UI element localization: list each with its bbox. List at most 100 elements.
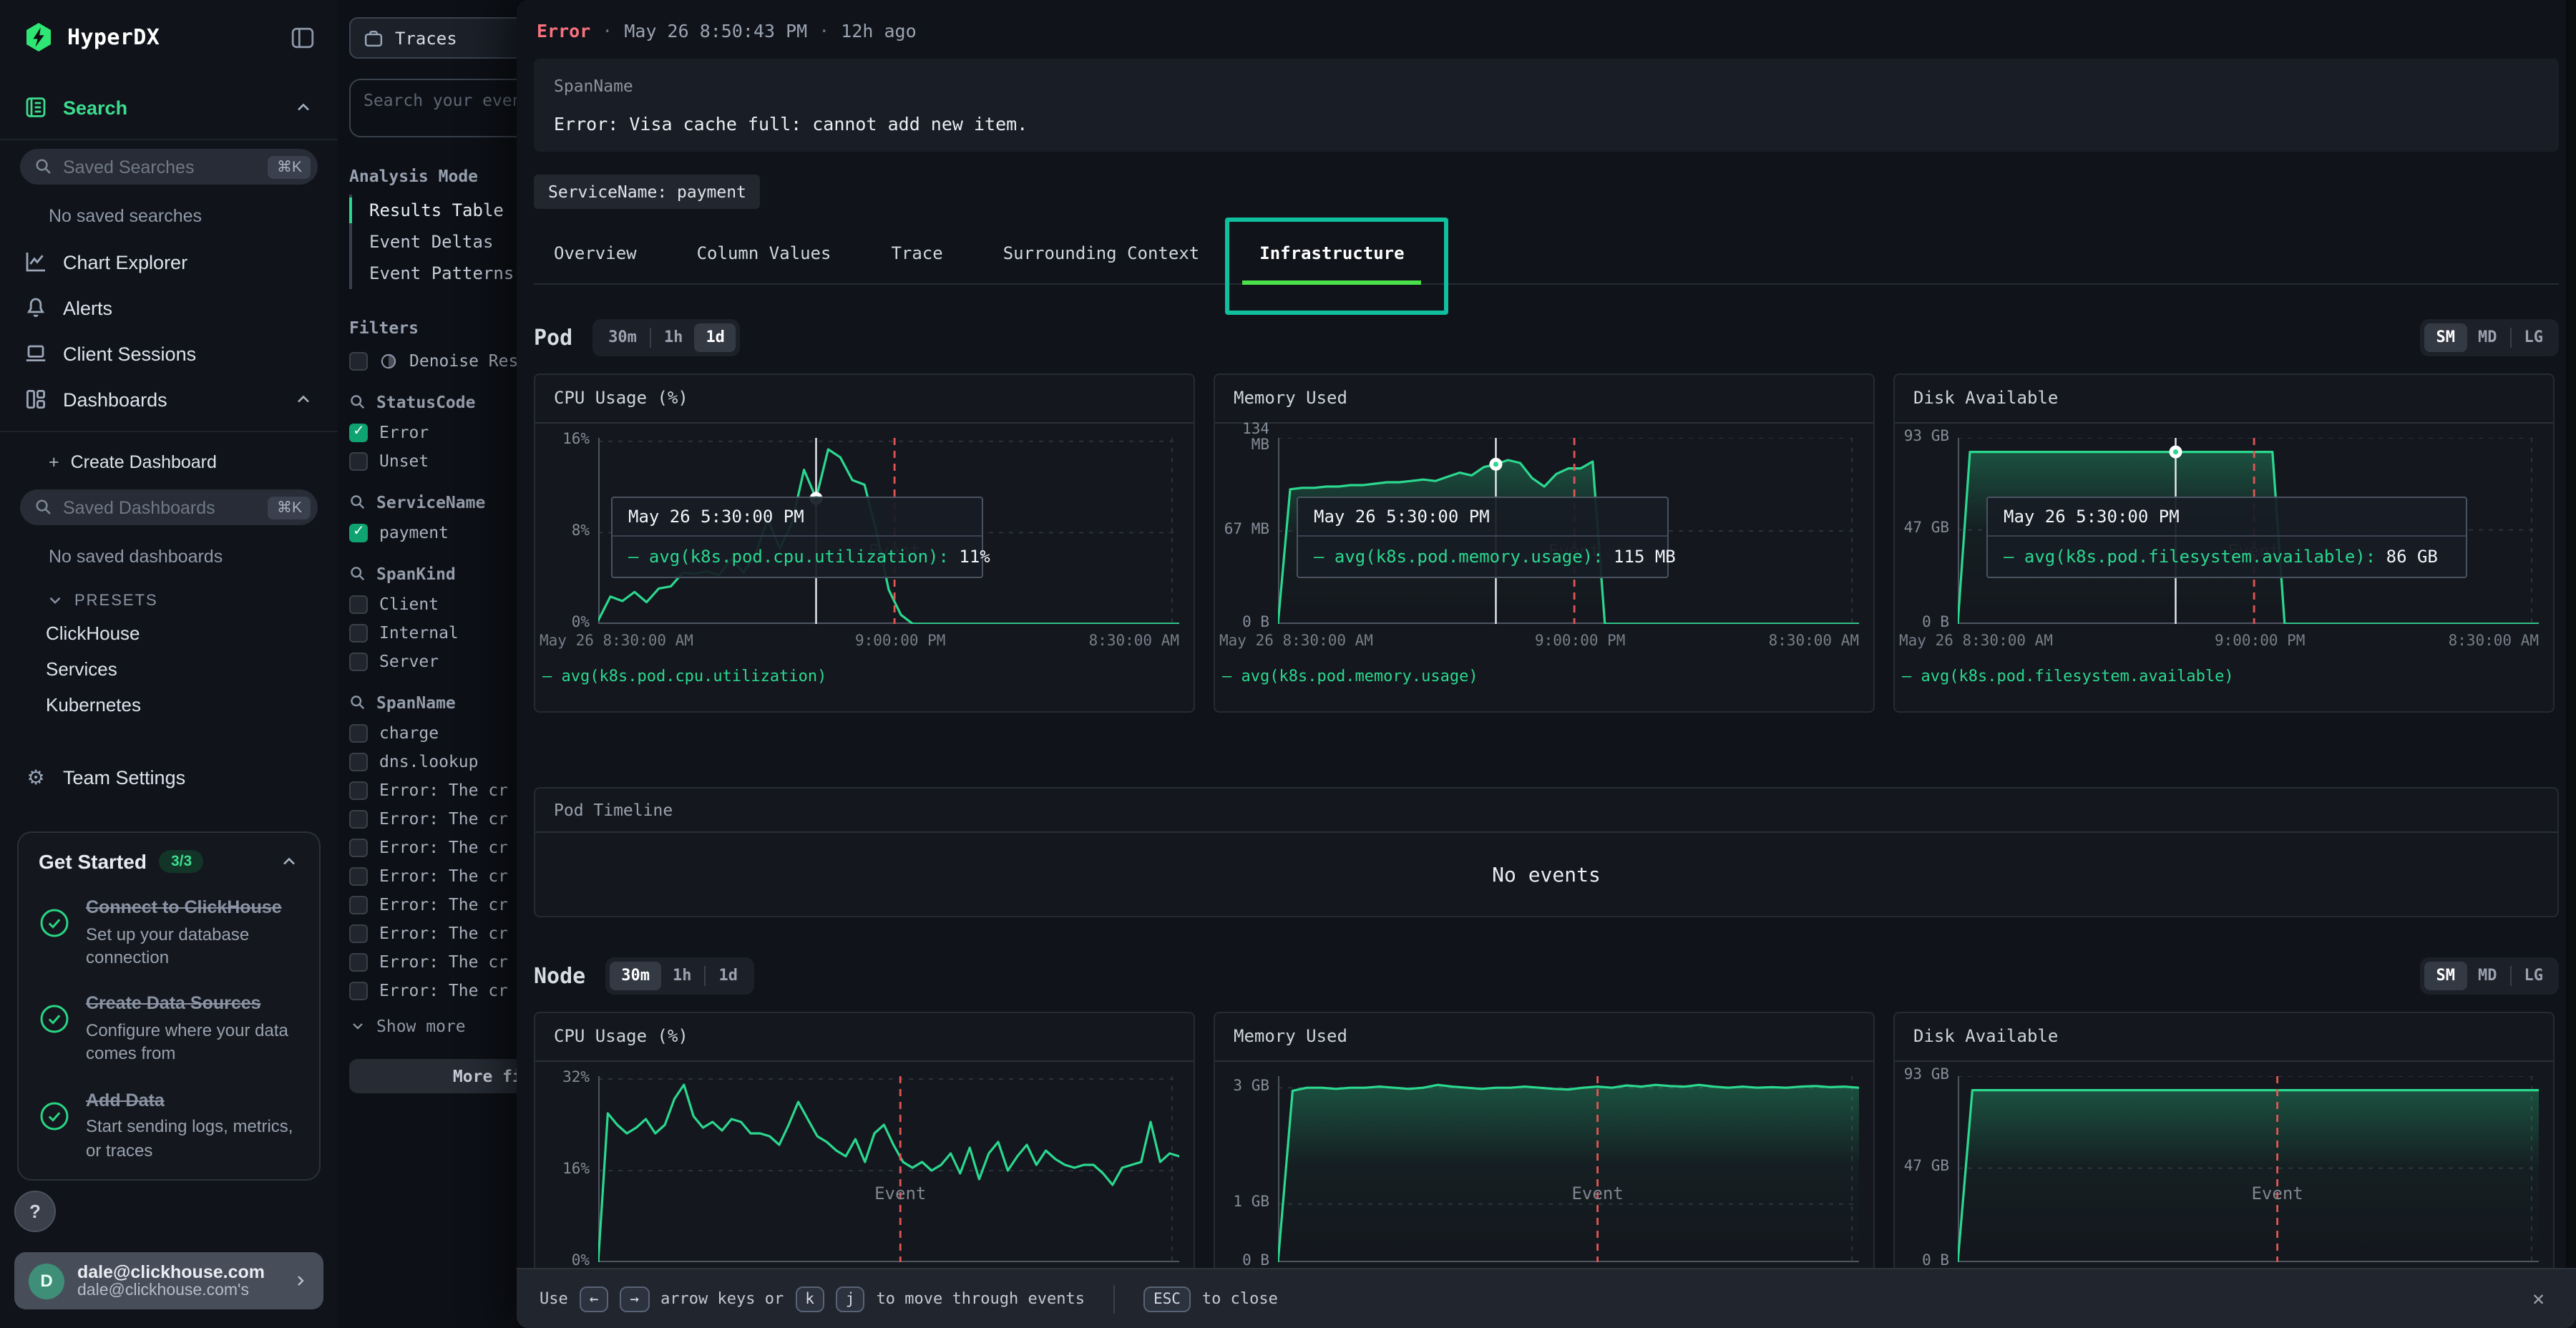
sidebar-item-kubernetes[interactable]: Kubernetes	[46, 694, 141, 716]
get-started-header[interactable]: Get Started 3/3	[39, 850, 299, 873]
filter-option-label: Error: The cr	[379, 952, 509, 972]
sidebar-item-chart-explorer[interactable]: Chart Explorer	[0, 239, 338, 285]
filter-option-error-the-cr[interactable]: Error: The cr	[338, 976, 517, 1005]
x-axis-labels: May 26 8:30:00 AM 9:00:00 PM 8:30:00 AM	[535, 633, 1194, 653]
event-marker-label: Event	[874, 1183, 927, 1204]
panel-footer: Use ← → arrow keys or k j to move throug…	[517, 1268, 2576, 1328]
analysis-mode-event-deltas[interactable]: Event Deltas	[369, 232, 494, 252]
chart-canvas[interactable]: Event	[1278, 1076, 1859, 1262]
filter-option-server[interactable]: Server	[338, 647, 517, 675]
detail-tabs: Overview Column Values Trace Surrounding Co…	[534, 226, 2559, 285]
pod-sizes-sm[interactable]: SM	[2424, 323, 2467, 352]
get-started-card: Get Started 3/3 Connect to ClickHouse Set…	[17, 831, 321, 1181]
pod-sizes-md[interactable]: MD	[2478, 328, 2497, 346]
node-section-header: Node 30m 1h 1d SM MD LG	[534, 957, 2559, 995]
analysis-mode-event-patterns[interactable]: Event Patterns	[369, 263, 514, 283]
node-ranges-1d[interactable]: 1d	[718, 966, 738, 985]
tab-column-values[interactable]: Column Values	[696, 243, 831, 263]
sidebar-item-dashboards[interactable]: Dashboards	[0, 376, 338, 422]
saved-searches-placeholder: Saved Searches	[63, 157, 195, 177]
chart-plot-area[interactable]: 32% 16% 0% Event	[535, 1062, 1194, 1269]
collapse-sidebar-icon[interactable]	[291, 25, 315, 49]
filter-option-error-the-cr[interactable]: Error: The cr	[338, 947, 517, 976]
tooltip-time: May 26 5:30:00 PM	[613, 498, 982, 537]
filter-option-error-the-cr[interactable]: Error: The cr	[338, 919, 517, 947]
chart-canvas[interactable]: Event	[598, 1076, 1179, 1262]
analysis-mode-label: Analysis Mode	[349, 166, 479, 186]
user-menu[interactable]: D dale@clickhouse.com dale@clickhouse.co…	[14, 1252, 323, 1309]
get-started-item-connect-to-clickhouse[interactable]: Connect to ClickHouse Set up your databas…	[39, 896, 299, 970]
sidebar-item-search[interactable]: Search	[0, 84, 338, 130]
get-started-item-add-data[interactable]: Add Data Start sending logs, metrics, or …	[39, 1088, 299, 1162]
service-name-tag[interactable]: ServiceName: payment	[534, 175, 761, 209]
pod-timeline-card: Pod Timeline No events	[534, 787, 2559, 917]
filter-group-name: SpanKind	[376, 564, 456, 584]
presets-toggle[interactable]: PRESETS	[0, 580, 338, 615]
filter-option-dns-lookup[interactable]: dns.lookup	[338, 747, 517, 776]
create-dashboard-button[interactable]: + Create Dashboard	[49, 452, 217, 472]
show-more-button[interactable]: Show more	[338, 1005, 517, 1036]
chart-plot-area[interactable]: 16%8%0%EventMay 26 8:30:00 AM9:00:00 PM8…	[535, 424, 1194, 710]
chart-plot-area[interactable]: 93 GB 47 GB 0 B Event	[1895, 1062, 2553, 1269]
tab-trace[interactable]: Trace	[891, 243, 943, 263]
y-axis-tick: 0 B	[1242, 614, 1269, 631]
divider	[0, 139, 338, 140]
get-started-item-create-data-sources[interactable]: Create Data Sources Configure where your …	[39, 992, 299, 1066]
chart-tooltip: May 26 5:30:00 PM — avg(k8s.pod.filesyste…	[1986, 497, 2467, 578]
saved-dashboards-placeholder: Saved Dashboards	[63, 497, 215, 517]
filter-option-charge[interactable]: charge	[338, 718, 517, 747]
x-axis-tick: 8:30:00 AM	[1088, 633, 1179, 650]
event-search-input[interactable]: Search your events	[349, 79, 517, 137]
pod-sizes-lg[interactable]: LG	[2524, 328, 2544, 346]
node-ranges-1h[interactable]: 1h	[673, 966, 692, 985]
node-sizes-md[interactable]: MD	[2478, 966, 2497, 985]
y-axis-tick: 0%	[571, 614, 590, 631]
filter-option-label: Error: The cr	[379, 866, 509, 886]
filter-option-error-the-cr[interactable]: Error: The cr	[338, 890, 517, 919]
source-select[interactable]: Traces	[349, 17, 517, 59]
filter-option-error-the-cr[interactable]: Error: The cr	[338, 776, 517, 804]
y-axis-tick: 16%	[562, 1161, 590, 1178]
filter-option-internal[interactable]: Internal	[338, 618, 517, 647]
sidebar-item-services[interactable]: Services	[46, 658, 117, 680]
filter-option-error-the-cr[interactable]: Error: The cr	[338, 861, 517, 890]
tab-surrounding-context[interactable]: Surrounding Context	[1002, 243, 1200, 263]
filter-option-error-the-cr[interactable]: Error: The cr	[338, 804, 517, 833]
filter-option-error-the-cr[interactable]: Error: The cr	[338, 833, 517, 861]
checkbox-checked	[349, 423, 368, 441]
sidebar-item-alerts[interactable]: Alerts	[0, 285, 338, 331]
close-panel-button[interactable]: ✕	[2532, 1287, 2545, 1310]
chart-card-node-cpu: CPU Usage (%) 32% 16% 0% Event	[534, 1012, 1195, 1269]
chart-title: Disk Available	[1895, 375, 2553, 424]
arrow-right-key: →	[620, 1286, 650, 1312]
node-sizes-lg[interactable]: LG	[2524, 966, 2544, 985]
filter-option-unset[interactable]: Unset	[338, 446, 517, 475]
filter-option-client[interactable]: Client	[338, 590, 517, 618]
filter-option-label: Internal	[379, 622, 459, 643]
saved-dashboards-input[interactable]: Saved Dashboards ⌘K	[20, 489, 318, 525]
more-filters-button[interactable]: More filters	[349, 1059, 517, 1093]
pod-ranges-1h[interactable]: 1h	[663, 328, 683, 346]
saved-searches-input[interactable]: Saved Searches ⌘K	[20, 149, 318, 185]
sidebar-item-label: Alerts	[63, 297, 113, 318]
node-ranges-30m[interactable]: 30m	[610, 962, 661, 990]
tab-infrastructure[interactable]: Infrastructure	[1242, 226, 1422, 285]
filter-option-payment[interactable]: payment	[338, 518, 517, 547]
analysis-mode-results-table[interactable]: Results Table	[349, 195, 517, 226]
help-button[interactable]: ?	[14, 1191, 56, 1232]
scrollbar[interactable]	[2566, 0, 2576, 1269]
filter-option-error[interactable]: Error	[338, 418, 517, 446]
tab-overview[interactable]: Overview	[554, 243, 637, 263]
pod-ranges-1d[interactable]: 1d	[694, 323, 736, 352]
denoise-results-checkbox[interactable]: Denoise Results	[338, 346, 517, 375]
sidebar-item-client-sessions[interactable]: Client Sessions	[0, 331, 338, 376]
chart-plot-area[interactable]: 3 GB 1 GB 0 B Event	[1215, 1062, 1873, 1269]
chart-canvas[interactable]: Event	[1958, 1076, 2539, 1262]
sidebar-item-clickhouse[interactable]: ClickHouse	[46, 622, 140, 644]
node-sizes-sm[interactable]: SM	[2424, 962, 2467, 990]
chevron-down-icon	[46, 591, 64, 610]
pod-ranges-30m[interactable]: 30m	[608, 328, 637, 346]
sidebar-item-team-settings[interactable]: ⚙ Team Settings	[0, 754, 338, 800]
